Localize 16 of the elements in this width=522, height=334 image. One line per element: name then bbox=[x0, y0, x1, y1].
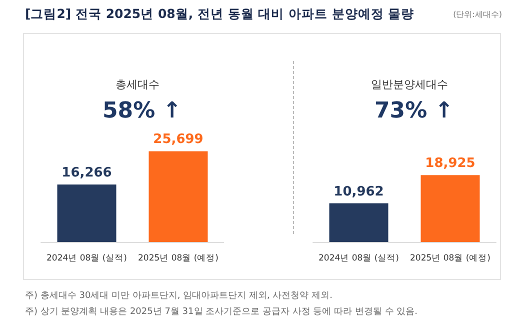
data-label: 25,699 bbox=[153, 132, 204, 148]
x-tick-label: 2024년 08월 (실적) bbox=[46, 254, 127, 264]
text: (단위:세대수) bbox=[453, 9, 502, 20]
x-tick-label: 2025년 08월 (예정) bbox=[410, 254, 490, 264]
chart-title: [그림2] 전국 2025년 08월, 전년 동월 대비 아파트 분양예정 물량 bbox=[25, 6, 414, 23]
x-tick-label: 2024년 08월 (실적) bbox=[318, 254, 399, 264]
chart-subtitle: 일반분양세대수 bbox=[371, 78, 448, 91]
chart-subtitle: 총세대수 bbox=[116, 78, 160, 91]
text: 73% ↑ bbox=[374, 98, 454, 124]
data-label: 10,962 bbox=[334, 184, 384, 200]
text: 주) 총세대수 30세대 미만 아파트단지, 임대아파트단지 제외, 사전청약 제외. bbox=[25, 290, 332, 302]
data-label: 16,266 bbox=[62, 166, 112, 181]
x-tick-label: 2025년 08월 (예정) bbox=[138, 254, 218, 264]
text: 58% ↑ bbox=[102, 98, 182, 124]
text: 주) 상기 분양계획 내용은 2025년 7월 31일 조사기준으로 공급자 사정 등에 따라 변경될 수 있음. bbox=[25, 306, 418, 318]
data-label: 18,925 bbox=[425, 156, 476, 172]
